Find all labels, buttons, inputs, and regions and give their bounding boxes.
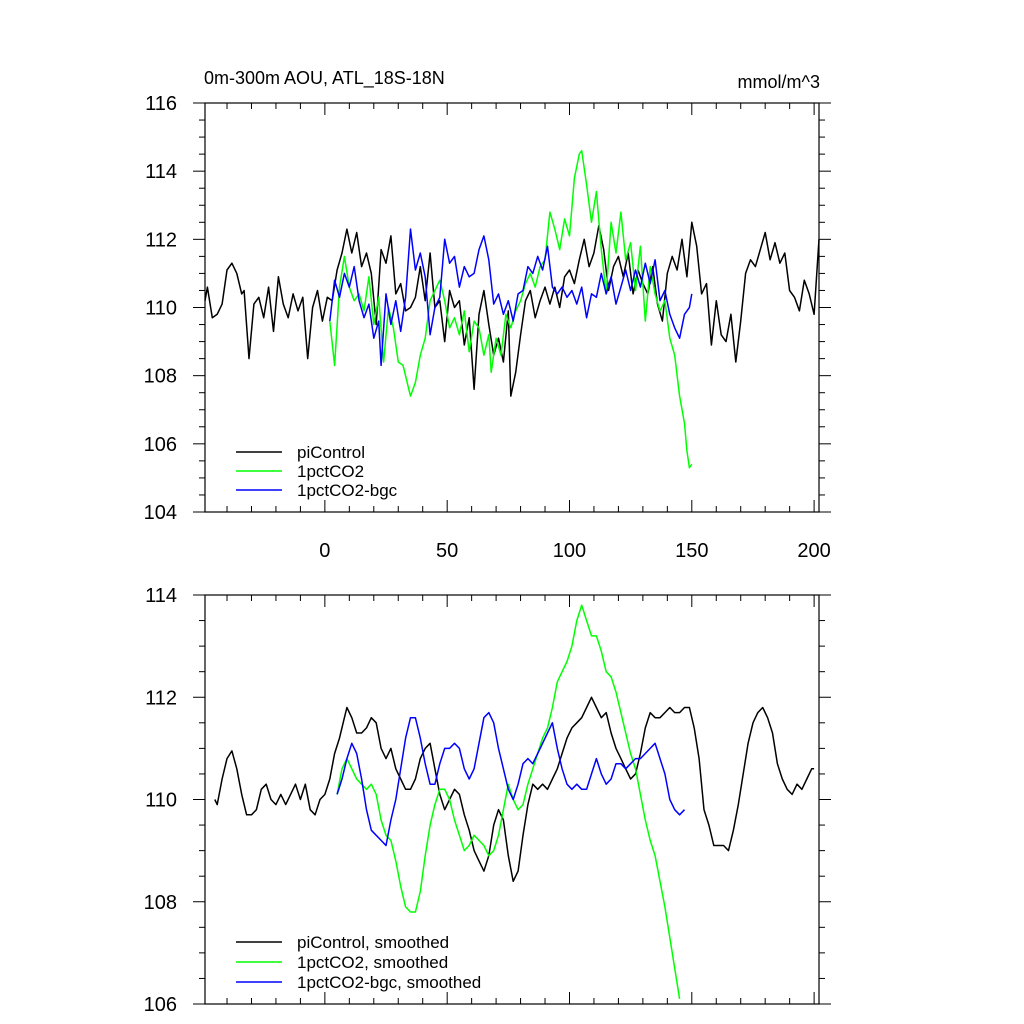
legend-label: 1pctCO2 — [297, 462, 364, 481]
y-tick-label: 106 — [144, 994, 177, 1016]
y-tick-label: 112 — [145, 687, 177, 709]
y-tick-label: 108 — [144, 366, 177, 388]
series-line-picontrol-smoothed — [214, 696, 815, 883]
y-tick-label: 114 — [145, 585, 177, 607]
legend-label: piControl, smoothed — [297, 933, 449, 952]
bottom-panel-y-tick-labels: 106 108 110 112 114 — [144, 585, 177, 1016]
y-tick-label: 116 — [145, 93, 177, 115]
legend-label: 1pctCO2-bgc, smoothed — [297, 973, 481, 992]
top-panel-units: mmol/m^3 — [738, 72, 820, 92]
legend-label: 1pctCO2, smoothed — [297, 953, 448, 972]
y-tick-label: 106 — [144, 434, 177, 456]
series-line-picontrol — [204, 221, 820, 397]
y-tick-label: 108 — [144, 892, 177, 914]
y-tick-label: 114 — [145, 161, 177, 183]
bottom-panel-ticks — [193, 594, 831, 1005]
top-panel-ticks — [193, 102, 831, 513]
top-panel-y-tick-labels: 104 106 108 110 112 114 116 — [144, 93, 177, 524]
series-line-1pctco2-smoothed — [336, 604, 681, 1000]
top-panel: 0m-300m AOU, ATL_18S-18N mmol/m^3 104 106… — [144, 68, 831, 562]
legend-label: 1pctCO2-bgc — [297, 481, 398, 500]
y-tick-label: 110 — [145, 790, 177, 812]
y-tick-label: 110 — [145, 298, 177, 320]
x-tick-label: 0 — [319, 540, 330, 562]
x-tick-label: 50 — [436, 540, 458, 562]
x-tick-label: 150 — [675, 540, 708, 562]
top-panel-x-tick-labels: 0 50 100 150 200 — [319, 540, 830, 562]
legend-label: piControl — [297, 443, 365, 462]
x-tick-label: 200 — [797, 540, 830, 562]
top-panel-title: 0m-300m AOU, ATL_18S-18N — [204, 68, 445, 89]
y-tick-label: 104 — [144, 502, 177, 524]
series-line-1pctco2-bgc-smoothed — [336, 711, 686, 847]
series-line-1pctco2-bgc — [329, 228, 693, 367]
y-tick-label: 112 — [145, 229, 177, 251]
x-tick-label: 100 — [553, 540, 586, 562]
bottom-panel-series — [214, 604, 815, 1000]
top-panel-series — [204, 149, 820, 469]
